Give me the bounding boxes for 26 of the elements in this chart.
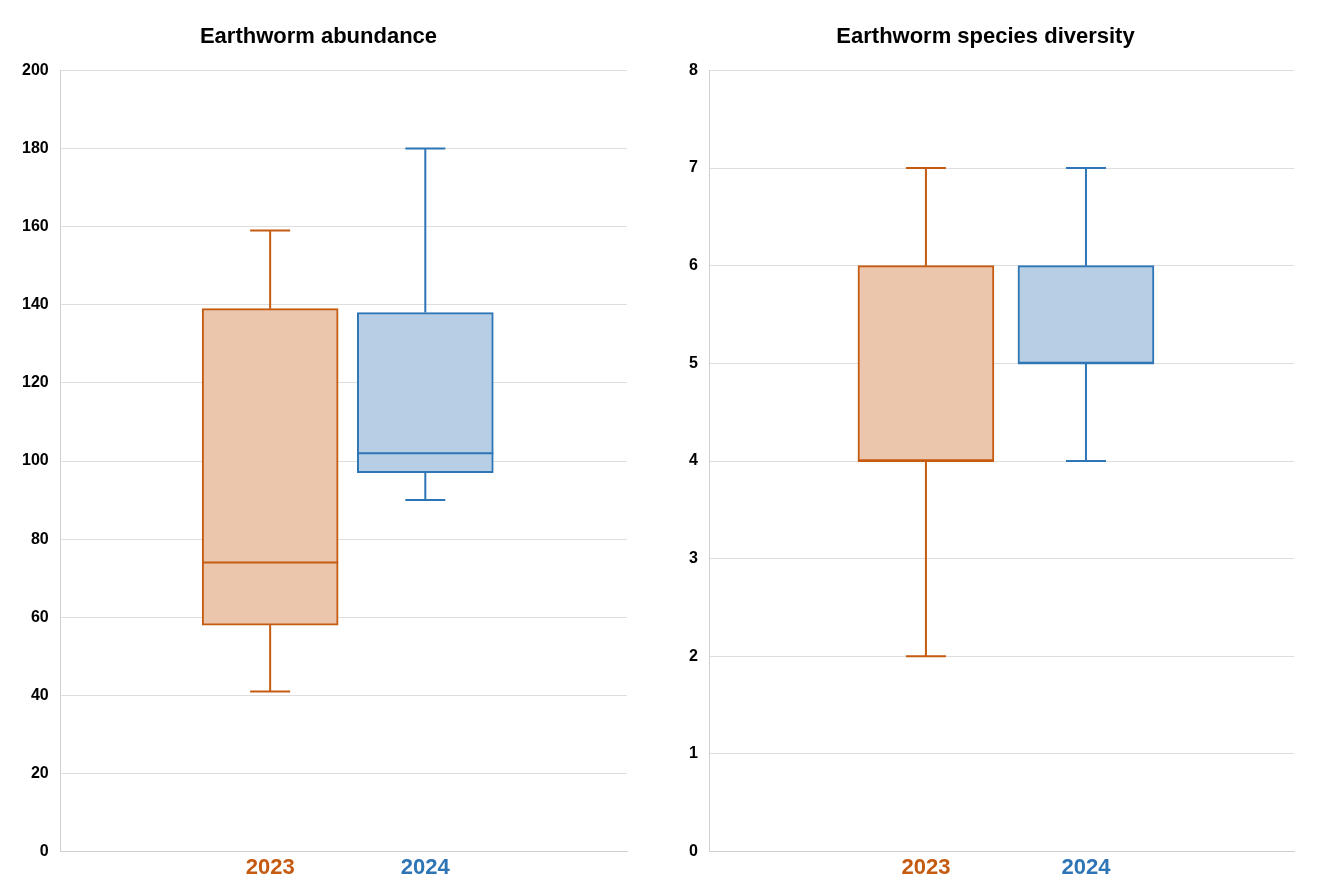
x-tick-label: 2024 bbox=[400, 853, 451, 879]
chart-title: Earthworm species diversity bbox=[836, 23, 1136, 49]
y-tick-label: 180 bbox=[21, 138, 49, 156]
y-tick-label: 3 bbox=[688, 549, 698, 567]
y-tick-label: 0 bbox=[688, 842, 698, 860]
y-tick-label: 8 bbox=[688, 60, 698, 78]
x-tick-label: 2023 bbox=[245, 853, 295, 879]
y-tick-label: 40 bbox=[30, 685, 49, 703]
y-tick-label: 100 bbox=[21, 451, 49, 469]
y-tick-label: 4 bbox=[688, 451, 698, 469]
y-tick-label: 1 bbox=[688, 744, 698, 762]
y-tick-label: 6 bbox=[688, 256, 698, 274]
y-tick-label: 140 bbox=[21, 295, 49, 313]
x-tick-label: 2024 bbox=[1061, 853, 1112, 879]
y-tick-label: 2 bbox=[688, 646, 698, 664]
y-tick-label: 120 bbox=[21, 373, 49, 391]
y-tick-label: 5 bbox=[688, 353, 698, 371]
y-tick-label: 80 bbox=[30, 529, 49, 547]
x-tick-label: 2023 bbox=[901, 853, 951, 879]
y-tick-label: 20 bbox=[30, 763, 49, 781]
chart-title: Earthworm abundance bbox=[199, 23, 438, 49]
y-tick-label: 200 bbox=[21, 60, 49, 78]
y-tick-label: 160 bbox=[21, 217, 49, 235]
y-tick-label: 60 bbox=[30, 607, 49, 625]
y-tick-label: 0 bbox=[39, 842, 49, 860]
y-tick-label: 7 bbox=[688, 158, 698, 176]
